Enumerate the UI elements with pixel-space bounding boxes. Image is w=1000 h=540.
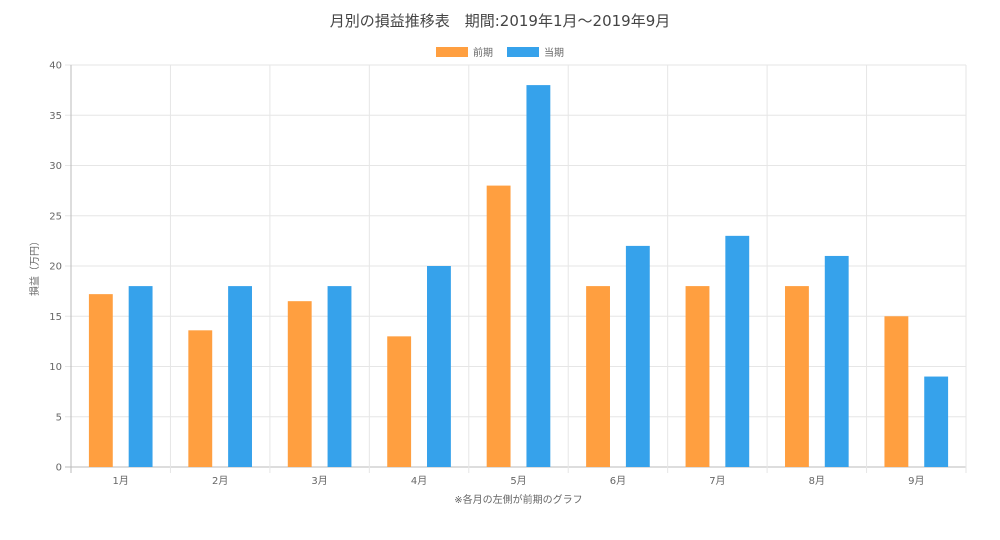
y-tick-label: 10: [49, 362, 62, 373]
x-tick-label: 1月: [113, 475, 129, 487]
x-tick-label: 5月: [510, 475, 526, 487]
y-tick-label: 0: [56, 463, 62, 474]
bar-previous: [88, 294, 113, 467]
y-tick-label: 30: [49, 161, 62, 172]
legend: 前期 当期: [0, 44, 1000, 59]
bar-current: [526, 85, 551, 467]
y-tick-label: 40: [49, 61, 62, 72]
bar-current: [924, 376, 949, 467]
bar-current: [725, 235, 750, 467]
y-tick-label: 35: [49, 111, 62, 122]
bar-current: [625, 245, 650, 467]
bar-current: [427, 266, 451, 467]
x-tick-label: 4月: [411, 475, 427, 487]
bar-previous: [287, 301, 312, 467]
y-tick-label: 25: [49, 211, 62, 222]
legend-label-current: 当期: [544, 48, 564, 59]
bar-previous: [188, 330, 213, 467]
x-tick-label: 7月: [709, 475, 725, 487]
bar-current: [128, 286, 153, 467]
y-tick-label: 20: [49, 262, 62, 273]
bar-previous: [884, 316, 909, 467]
legend-swatch-previous: [436, 46, 468, 57]
y-tick-label: 5: [56, 412, 62, 423]
legend-label-previous: 前期: [473, 48, 493, 59]
x-tick-label: 9月: [908, 475, 924, 487]
bar-previous: [387, 336, 412, 467]
x-tick-label: 2月: [212, 475, 228, 487]
chart-note: ※各月の左側が前期のグラフ: [454, 493, 582, 506]
bar-previous: [486, 185, 511, 467]
x-tick-label: 8月: [809, 475, 825, 487]
bar-previous: [685, 286, 710, 467]
x-tick-label: 6月: [610, 475, 626, 487]
legend-item-previous[interactable]: 前期: [436, 44, 493, 59]
bar-current: [327, 286, 352, 467]
bar-previous: [586, 286, 610, 467]
legend-item-current[interactable]: 当期: [507, 44, 564, 59]
bar-current: [228, 286, 252, 467]
bar-current: [824, 255, 849, 467]
bar-previous: [785, 286, 809, 467]
chart-title: 月別の損益推移表 期間:2019年1月〜2019年9月: [329, 12, 671, 30]
x-tick-label: 3月: [311, 475, 327, 487]
y-tick-label: 15: [49, 312, 62, 323]
legend-swatch-current: [507, 46, 539, 57]
y-axis-title: 損益（万円）: [28, 236, 41, 296]
